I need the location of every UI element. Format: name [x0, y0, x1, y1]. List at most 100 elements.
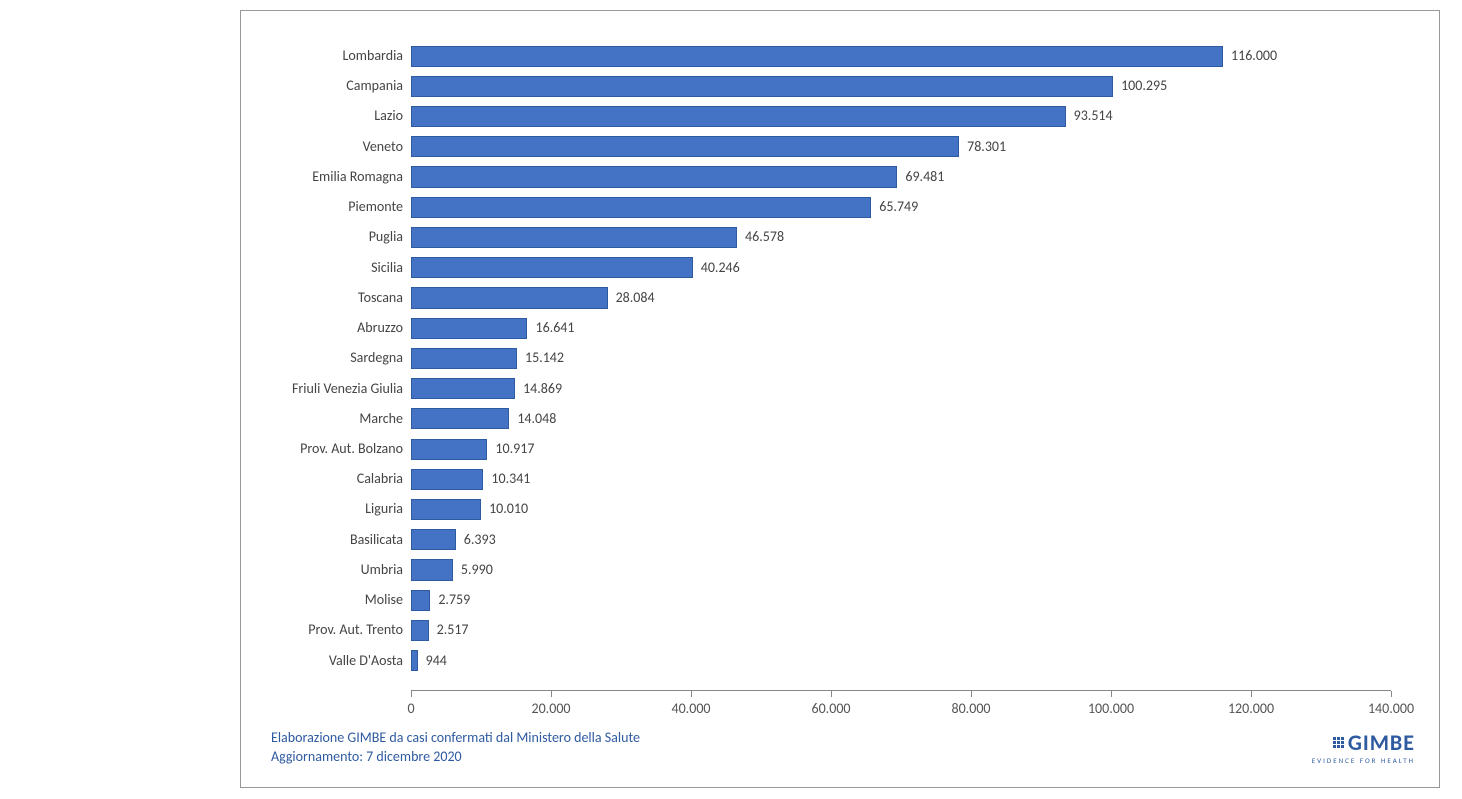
bar — [411, 529, 456, 550]
logo-main: GIMBE — [1312, 729, 1415, 756]
value-label: 2.759 — [430, 585, 470, 615]
category-label: Basilicata — [350, 525, 411, 555]
category-label: Toscana — [358, 283, 411, 313]
chart-footer: Elaborazione GIMBE da casi confermati da… — [271, 728, 640, 767]
bar-row: Marche14.048 — [411, 404, 1391, 434]
x-tick-label: 20.000 — [531, 700, 570, 717]
category-label: Lombardia — [343, 41, 411, 71]
bar-row: Veneto78.301 — [411, 132, 1391, 162]
category-label: Sardegna — [350, 343, 411, 373]
x-tick — [1391, 691, 1392, 697]
bar-row: Basilicata6.393 — [411, 525, 1391, 555]
bar — [411, 318, 527, 339]
value-label: 40.246 — [693, 253, 740, 283]
bar — [411, 590, 430, 611]
bar — [411, 287, 608, 308]
value-label: 100.295 — [1113, 71, 1167, 101]
value-label: 93.514 — [1066, 101, 1113, 131]
bar-row: Campania100.295 — [411, 71, 1391, 101]
bar-row: Calabria10.341 — [411, 464, 1391, 494]
chart-frame: 020.00040.00060.00080.000100.000120.0001… — [240, 10, 1440, 788]
value-label: 14.869 — [515, 374, 562, 404]
category-label: Valle D'Aosta — [329, 646, 411, 676]
x-tick — [971, 691, 972, 697]
bar — [411, 136, 959, 157]
value-label: 69.481 — [897, 162, 944, 192]
category-label: Piemonte — [348, 192, 411, 222]
value-label: 2.517 — [429, 615, 469, 645]
bar-row: Umbria5.990 — [411, 555, 1391, 585]
bar — [411, 106, 1066, 127]
bar-row: Lazio93.514 — [411, 101, 1391, 131]
bar-row: Abruzzo16.641 — [411, 313, 1391, 343]
plot-area: 020.00040.00060.00080.000100.000120.0001… — [411, 41, 1391, 691]
gimbe-logo: GIMBE EVIDENCE FOR HEALTH — [1312, 729, 1415, 765]
bar — [411, 469, 483, 490]
bar-row: Sardegna15.142 — [411, 343, 1391, 373]
value-label: 14.048 — [509, 404, 556, 434]
category-label: Veneto — [363, 132, 411, 162]
bar-row: Valle D'Aosta944 — [411, 646, 1391, 676]
bar — [411, 559, 453, 580]
bar — [411, 76, 1113, 97]
category-label: Emilia Romagna — [312, 162, 411, 192]
category-label: Puglia — [369, 222, 411, 252]
bar-row: Toscana28.084 — [411, 283, 1391, 313]
value-label: 6.393 — [456, 525, 496, 555]
x-tick-label: 80.000 — [951, 700, 990, 717]
category-label: Umbria — [361, 555, 411, 585]
bar — [411, 499, 481, 520]
value-label: 944 — [418, 646, 447, 676]
category-label: Molise — [365, 585, 411, 615]
category-label: Liguria — [365, 494, 411, 524]
logo-text: GIMBE — [1348, 729, 1415, 756]
bar — [411, 197, 871, 218]
x-tick-label: 40.000 — [671, 700, 710, 717]
x-tick — [831, 691, 832, 697]
bar — [411, 348, 517, 369]
value-label: 116.000 — [1223, 41, 1277, 71]
bar-row: Prov. Aut. Trento2.517 — [411, 615, 1391, 645]
category-label: Calabria — [357, 464, 411, 494]
category-label: Prov. Aut. Bolzano — [300, 434, 411, 464]
x-tick-label: 100.000 — [1088, 700, 1134, 717]
x-tick — [411, 691, 412, 697]
x-tick — [691, 691, 692, 697]
bar-row: Prov. Aut. Bolzano10.917 — [411, 434, 1391, 464]
category-label: Prov. Aut. Trento — [308, 615, 411, 645]
x-tick — [1111, 691, 1112, 697]
bar — [411, 439, 487, 460]
bar — [411, 620, 429, 641]
x-tick-label: 0 — [407, 700, 414, 717]
bar-row: Piemonte65.749 — [411, 192, 1391, 222]
value-label: 65.749 — [871, 192, 918, 222]
bar-row: Liguria10.010 — [411, 494, 1391, 524]
value-label: 10.341 — [483, 464, 530, 494]
x-tick-label: 120.000 — [1228, 700, 1274, 717]
logo-dots-icon — [1333, 737, 1344, 748]
bar — [411, 378, 515, 399]
category-label: Sicilia — [371, 253, 411, 283]
bar-row: Friuli Venezia Giulia14.869 — [411, 374, 1391, 404]
bar — [411, 257, 693, 278]
footer-source: Elaborazione GIMBE da casi confermati da… — [271, 728, 640, 748]
category-label: Friuli Venezia Giulia — [292, 374, 411, 404]
bar-row: Sicilia40.246 — [411, 253, 1391, 283]
bar-row: Puglia46.578 — [411, 222, 1391, 252]
category-label: Campania — [346, 71, 411, 101]
x-tick — [551, 691, 552, 697]
x-tick — [1251, 691, 1252, 697]
category-label: Lazio — [374, 101, 411, 131]
value-label: 15.142 — [517, 343, 564, 373]
bar — [411, 46, 1223, 67]
value-label: 46.578 — [737, 222, 784, 252]
category-label: Marche — [359, 404, 411, 434]
x-tick-label: 140.000 — [1368, 700, 1414, 717]
x-axis — [411, 690, 1391, 691]
bar-row: Molise2.759 — [411, 585, 1391, 615]
bar-row: Emilia Romagna69.481 — [411, 162, 1391, 192]
value-label: 16.641 — [527, 313, 574, 343]
bar — [411, 166, 897, 187]
category-label: Abruzzo — [357, 313, 411, 343]
bar — [411, 650, 418, 671]
